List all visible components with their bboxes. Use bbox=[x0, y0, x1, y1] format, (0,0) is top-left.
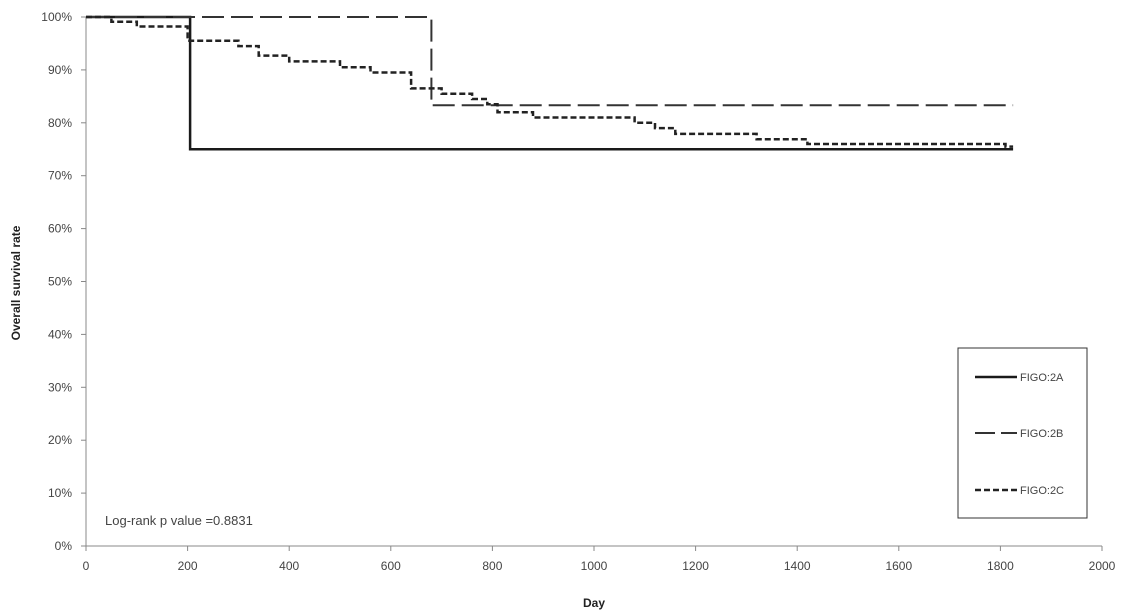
x-tick-label: 1400 bbox=[784, 559, 811, 573]
series-line-figo-2b bbox=[86, 16, 1014, 107]
y-tick-label: 70% bbox=[48, 169, 72, 183]
legend: FIGO:2A FIGO:2B FIGO:2C bbox=[957, 347, 1088, 519]
x-axis-title: Day bbox=[583, 596, 605, 610]
x-tick-label: 1000 bbox=[581, 559, 608, 573]
y-tick-label: 10% bbox=[48, 486, 72, 500]
y-tick-label: 60% bbox=[48, 222, 72, 236]
y-tick-label: 80% bbox=[48, 116, 72, 130]
x-tick-label: 1200 bbox=[682, 559, 709, 573]
x-tick-label: 200 bbox=[178, 559, 198, 573]
legend-items: FIGO:2A FIGO:2B FIGO:2C bbox=[975, 372, 1064, 497]
y-tick-label: 100% bbox=[41, 10, 72, 24]
y-tick-label: 50% bbox=[48, 275, 72, 289]
y-tick-label: 40% bbox=[48, 327, 72, 341]
y-tick-label: 30% bbox=[48, 380, 72, 394]
y-tick-label: 20% bbox=[48, 433, 72, 447]
legend-label: FIGO:2A bbox=[1020, 372, 1064, 384]
x-tick-label: 1800 bbox=[987, 559, 1014, 573]
series-layer bbox=[86, 15, 1014, 151]
x-tick-label: 800 bbox=[482, 559, 502, 573]
x-tick-label: 0 bbox=[83, 559, 90, 573]
series-line-figo-2a bbox=[86, 15, 1014, 151]
log-rank-annotation: Log-rank p value =0.8831 bbox=[105, 513, 253, 528]
x-tick-label: 2000 bbox=[1089, 559, 1116, 573]
y-tick-label: 90% bbox=[48, 63, 72, 77]
x-tick-label: 400 bbox=[279, 559, 299, 573]
axes: 0% 10% 20% 30% 40% 50% 60% 70% 80% 90% 100% 0 200 400… bbox=[41, 10, 1115, 573]
x-tick-label: 1600 bbox=[885, 559, 912, 573]
series-line-figo-2c bbox=[86, 15, 1014, 148]
legend-label: FIGO:2C bbox=[1020, 485, 1064, 497]
x-tick-label: 600 bbox=[381, 559, 401, 573]
y-axis-title: Overall survival rate bbox=[9, 225, 23, 340]
legend-label: FIGO:2B bbox=[1020, 428, 1063, 440]
y-tick-label: 0% bbox=[55, 539, 73, 553]
